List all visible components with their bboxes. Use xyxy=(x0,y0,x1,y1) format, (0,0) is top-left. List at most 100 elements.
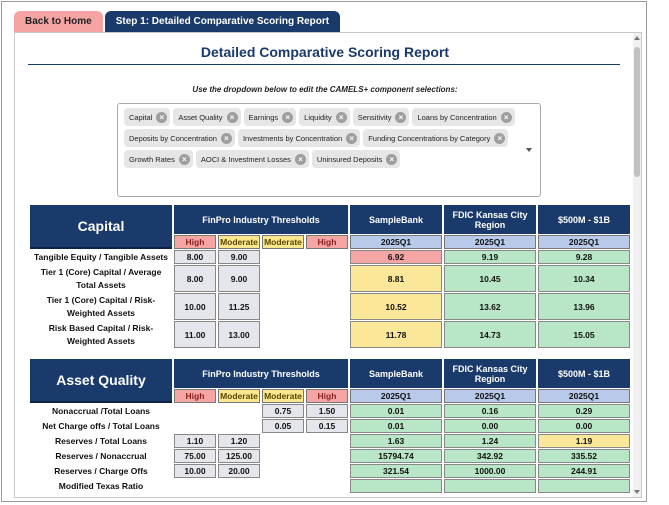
component-chip[interactable]: AOCI & Investment Losses × xyxy=(195,150,309,168)
threshold-value xyxy=(306,479,348,493)
vertical-scrollbar[interactable] xyxy=(633,33,641,497)
metric-row: Modified Texas Ratio xyxy=(30,479,630,493)
component-chip[interactable]: Liquidity × xyxy=(299,108,350,126)
bank-value: 8.81 xyxy=(350,265,442,292)
threshold-value xyxy=(306,434,348,448)
remove-chip-icon[interactable]: × xyxy=(395,111,407,123)
bank-value: 0.01 xyxy=(350,404,442,418)
thresholds-header: FinPro Industry Thresholds xyxy=(174,205,348,234)
bank-value: 6.92 xyxy=(350,250,442,264)
component-chip[interactable]: Uninsured Deposits × xyxy=(311,150,401,168)
component-chip[interactable]: Funding Concentrations by Category × xyxy=(363,129,509,147)
threshold-level-moderate: Moderate xyxy=(262,235,304,249)
bank-value: 0.01 xyxy=(350,419,442,433)
report-panel: Detailed Comparative Scoring Report Use … xyxy=(14,32,642,498)
metric-label: Nonaccrual /Total Loans xyxy=(51,405,151,416)
chip-label: Asset Quality xyxy=(178,112,223,122)
threshold-value: 11.25 xyxy=(218,293,260,320)
region-header: FDIC Kansas City Region xyxy=(444,359,536,388)
remove-chip-icon[interactable]: × xyxy=(346,132,358,144)
threshold-value xyxy=(262,449,304,463)
threshold-value: 75.00 xyxy=(174,449,216,463)
remove-chip-icon[interactable]: × xyxy=(156,111,168,123)
period-label: 2025Q1 xyxy=(444,235,536,249)
metric-row: Tangible Equity / Tangible Assets 8.00 9.0… xyxy=(30,250,630,264)
component-chip[interactable]: Growth Rates × xyxy=(124,150,193,168)
threshold-value: 1.10 xyxy=(174,434,216,448)
remove-chip-icon[interactable]: × xyxy=(500,111,512,123)
component-chip[interactable]: Asset Quality × xyxy=(173,108,241,126)
metric-label: Reserves / Charge Offs xyxy=(54,465,148,476)
threshold-value: 1.20 xyxy=(218,434,260,448)
bank-value: 321.54 xyxy=(350,464,442,478)
remove-chip-icon[interactable]: × xyxy=(226,111,238,123)
threshold-value xyxy=(262,293,304,320)
metric-row: Net Charge offs / Total Loans 0.05 0.15 0.0… xyxy=(30,419,630,433)
component-chip[interactable]: Deposits by Concentration × xyxy=(124,129,235,147)
peer-value: 1.19 xyxy=(538,434,630,448)
remove-chip-icon[interactable]: × xyxy=(294,153,306,165)
component-chip[interactable]: Capital × xyxy=(124,108,171,126)
component-chip[interactable]: Sensitivity × xyxy=(352,108,410,126)
remove-chip-icon[interactable]: × xyxy=(282,111,294,123)
remove-chip-icon[interactable]: × xyxy=(494,132,506,144)
threshold-value xyxy=(262,464,304,478)
scroll-up-icon[interactable] xyxy=(634,36,640,40)
scroll-thumb[interactable] xyxy=(634,47,640,177)
threshold-value: 20.00 xyxy=(218,464,260,478)
scroll-down-icon[interactable] xyxy=(634,490,640,494)
threshold-value: 0.15 xyxy=(306,419,348,433)
component-chip[interactable]: Earnings × xyxy=(243,108,297,126)
threshold-value: 9.00 xyxy=(218,250,260,264)
threshold-level-high: High xyxy=(306,235,348,249)
section-title-asset-quality: Asset Quality xyxy=(30,359,172,403)
period-label: 2025Q1 xyxy=(538,235,630,249)
metric-row: Risk Based Capital / Risk-Weighted Asset… xyxy=(30,321,630,348)
component-chip[interactable]: Loans by Concentration × xyxy=(412,108,515,126)
metric-row: Reserves / Total Loans 1.10 1.20 1.63 1.24 1.… xyxy=(30,434,630,448)
component-chip[interactable]: Investments by Concentration × xyxy=(237,129,361,147)
peer-header: $500M - $1B xyxy=(538,205,630,234)
chip-label: Funding Concentrations by Category xyxy=(368,133,491,143)
period-label: 2025Q1 xyxy=(350,235,442,249)
page-title: Detailed Comparative Scoring Report xyxy=(200,44,450,60)
region-value xyxy=(444,479,536,493)
remove-chip-icon[interactable]: × xyxy=(335,111,347,123)
threshold-level-high: High xyxy=(306,389,348,403)
threshold-value xyxy=(174,479,216,493)
threshold-value: 9.00 xyxy=(218,265,260,292)
threshold-value xyxy=(306,265,348,292)
remove-chip-icon[interactable]: × xyxy=(220,132,232,144)
threshold-value xyxy=(306,293,348,320)
metric-label: Reserves / Total Loans xyxy=(55,435,147,446)
metric-label: Reserves / Nonaccrual xyxy=(55,450,147,461)
chip-label: Deposits by Concentration xyxy=(129,133,217,143)
threshold-level-moderate: Moderate xyxy=(218,235,260,249)
chevron-down-icon[interactable] xyxy=(526,148,532,152)
chip-label: Earnings xyxy=(248,112,279,122)
capital-table: Capital FinPro Industry Thresholds Sampl… xyxy=(28,204,632,349)
camels-component-multiselect[interactable]: Capital × Asset Quality × Earnings × Liquidity… xyxy=(117,103,541,197)
bank-value: 10.52 xyxy=(350,293,442,320)
region-value: 10.45 xyxy=(444,265,536,292)
threshold-value: 13.00 xyxy=(218,321,260,348)
threshold-value: 1.50 xyxy=(306,404,348,418)
chip-label: Uninsured Deposits xyxy=(316,154,383,164)
metric-label: Tier 1 (Core) Capital / Risk-Weighted As… xyxy=(46,294,156,318)
threshold-level-high: High xyxy=(174,389,216,403)
peer-value: 0.00 xyxy=(538,419,630,433)
threshold-value xyxy=(262,434,304,448)
remove-chip-icon[interactable]: × xyxy=(178,153,190,165)
chip-label: AOCI & Investment Losses xyxy=(200,154,291,164)
peer-value xyxy=(538,479,630,493)
threshold-value: 10.00 xyxy=(174,293,216,320)
region-value: 13.62 xyxy=(444,293,536,320)
bank-value: 15794.74 xyxy=(350,449,442,463)
threshold-value xyxy=(218,479,260,493)
remove-chip-icon[interactable]: × xyxy=(386,153,398,165)
chip-label: Growth Rates xyxy=(129,154,175,164)
back-to-home-tab[interactable]: Back to Home xyxy=(14,11,103,32)
period-label: 2025Q1 xyxy=(444,389,536,403)
peer-value: 15.05 xyxy=(538,321,630,348)
tab-step-1[interactable]: Step 1: Detailed Comparative Scoring Rep… xyxy=(104,11,341,32)
